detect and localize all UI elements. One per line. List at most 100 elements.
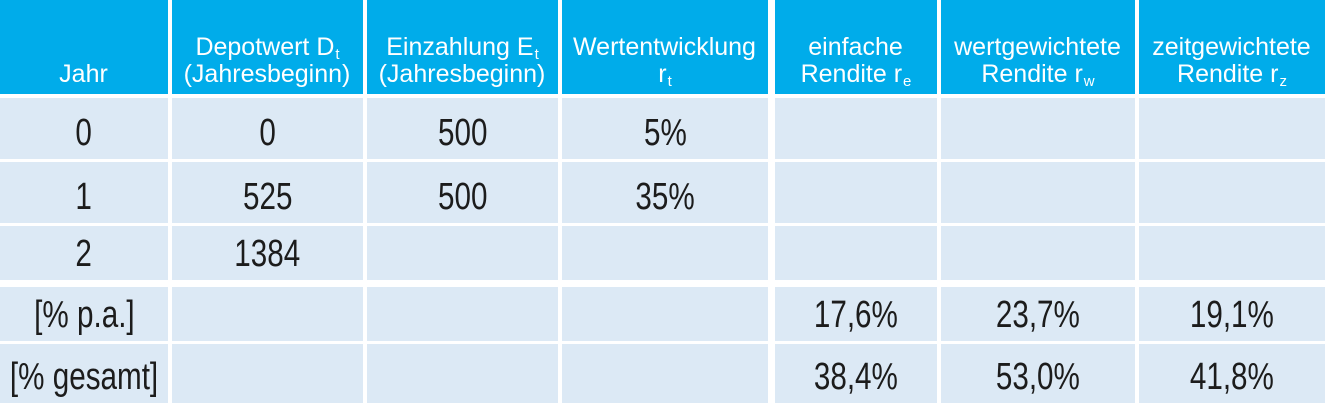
- table-row-prozent-pa: [% p.a.] 17,6% 23,7% 19,1%: [0, 287, 1325, 341]
- cell-value: 0: [75, 112, 93, 154]
- table-row-jahr-0: 0 0 500 5%: [0, 98, 1325, 159]
- header-text: einfache: [808, 33, 903, 61]
- cell-wertentwicklung: [562, 344, 768, 403]
- header-text: Einzahlung E: [386, 33, 534, 61]
- table-header-row: Jahr Depotwert Dt (Jahresbeginn) Einzahl…: [0, 0, 1325, 94]
- header-cell-wertgewichtete-rendite: wertgewichtete Rendite rw: [941, 0, 1135, 94]
- cell-wertgewichtete-rendite: [941, 162, 1135, 223]
- header-text: Wertentwicklung: [573, 33, 756, 61]
- header-line: wertgewichtete: [954, 34, 1122, 61]
- cell-zeitgewichtete-rendite: [1139, 226, 1325, 280]
- cell-value: 525: [242, 176, 293, 218]
- header-cell-zeitgewichtete-rendite: zeitgewichtete Rendite rz: [1139, 0, 1325, 94]
- header-cell-jahr: Jahr: [0, 0, 168, 94]
- cell-value: 1384: [234, 233, 301, 275]
- cell-einfache-rendite: 17,6%: [775, 287, 937, 341]
- cell-wertgewichtete-rendite: [941, 226, 1135, 280]
- header-subscript: t: [335, 46, 340, 63]
- cell-value: 35%: [635, 176, 695, 218]
- cell-value: 0: [259, 112, 276, 154]
- cell-value: 2: [75, 233, 93, 275]
- cell-depotwert: [172, 287, 363, 341]
- header-text: (Jahresbeginn): [183, 60, 351, 88]
- cell-einzahlung: [367, 344, 558, 403]
- cell-wertentwicklung: [562, 287, 768, 341]
- cell-value: 500: [437, 176, 488, 218]
- header-subscript: w: [1083, 73, 1095, 90]
- header-text: zeitgewichtete: [1152, 33, 1311, 61]
- cell-value: [% p.a.]: [33, 294, 135, 336]
- header-cell-einfache-rendite: einfache Rendite re: [775, 0, 937, 94]
- header-text: (Jahresbeginn): [378, 60, 546, 88]
- cell-wertgewichtete-rendite: 53,0%: [941, 344, 1135, 403]
- cell-jahr: 1: [0, 162, 168, 223]
- header-cell-einzahlung: Einzahlung Et (Jahresbeginn): [367, 0, 558, 94]
- cell-wertgewichtete-rendite: [941, 98, 1135, 159]
- header-line: Wertentwicklung: [573, 34, 757, 61]
- cell-einzahlung: 500: [367, 162, 558, 223]
- header-line: Rendite rw: [981, 60, 1095, 91]
- cell-jahr: 0: [0, 98, 168, 159]
- header-line: einfache: [808, 34, 904, 61]
- cell-zeitgewichtete-rendite: 19,1%: [1139, 287, 1325, 341]
- cell-einzahlung: 500: [367, 98, 558, 159]
- cell-value: 5%: [643, 112, 687, 154]
- header-text: Rendite r: [981, 60, 1083, 88]
- cell-value: 500: [437, 112, 488, 154]
- cell-value: 53,0%: [995, 356, 1081, 398]
- header-line: Depotwert Dt: [195, 33, 340, 64]
- cell-einfache-rendite: [775, 98, 937, 159]
- header-line: (Jahresbeginn): [379, 61, 547, 88]
- header-line: zeitgewichtete: [1152, 34, 1311, 61]
- header-text: r: [658, 60, 667, 88]
- cell-value: 1: [75, 176, 93, 218]
- cell-value: 38,4%: [813, 356, 899, 398]
- header-line: [84, 34, 85, 61]
- cell-depotwert: [172, 344, 363, 403]
- header-subscript: z: [1279, 73, 1287, 90]
- cell-wertentwicklung: 35%: [562, 162, 768, 223]
- header-line: Einzahlung Et: [386, 33, 539, 64]
- header-text: Rendite r: [800, 60, 903, 88]
- cell-wertgewichtete-rendite: 23,7%: [941, 287, 1135, 341]
- header-cell-wertentwicklung: Wertentwicklung rt: [562, 0, 768, 94]
- header-line: Rendite re: [800, 60, 912, 91]
- header-line: Rendite rz: [1177, 60, 1287, 91]
- cell-value: [% gesamt]: [9, 356, 159, 398]
- cell-depotwert: 0: [172, 98, 363, 159]
- cell-wertentwicklung: [562, 226, 768, 280]
- header-text: wertgewichtete: [954, 33, 1121, 61]
- cell-zeitgewichtete-rendite: 41,8%: [1139, 344, 1325, 403]
- cell-einzahlung: [367, 287, 558, 341]
- header-line: Jahr: [59, 61, 109, 88]
- cell-einzahlung: [367, 226, 558, 280]
- header-subscript: t: [534, 46, 539, 63]
- cell-einfache-rendite: [775, 226, 937, 280]
- header-text: Jahr: [59, 60, 108, 88]
- header-line: (Jahresbeginn): [184, 61, 352, 88]
- cell-value: 41,8%: [1189, 356, 1275, 398]
- cell-einfache-rendite: [775, 162, 937, 223]
- header-cell-depotwert: Depotwert Dt (Jahresbeginn): [172, 0, 363, 94]
- cell-einfache-rendite: 38,4%: [775, 344, 937, 403]
- cell-zeitgewichtete-rendite: [1139, 162, 1325, 223]
- cell-row-label: [% p.a.]: [0, 287, 168, 341]
- header-subscript: e: [903, 73, 912, 90]
- header-subscript: t: [667, 73, 672, 90]
- header-text: Depotwert D: [195, 33, 335, 61]
- header-text: Rendite r: [1177, 60, 1279, 88]
- cell-row-label: [% gesamt]: [0, 344, 168, 403]
- cell-jahr: 2: [0, 226, 168, 280]
- cell-zeitgewichtete-rendite: [1139, 98, 1325, 159]
- table-row-jahr-1: 1 525 500 35%: [0, 162, 1325, 223]
- header-line: rt: [658, 60, 672, 91]
- cell-wertentwicklung: 5%: [562, 98, 768, 159]
- cell-value: 17,6%: [813, 294, 899, 336]
- cell-value: 23,7%: [995, 294, 1081, 336]
- table-row-prozent-gesamt: [% gesamt] 38,4% 53,0% 41,8%: [0, 344, 1325, 403]
- cell-depotwert: 525: [172, 162, 363, 223]
- cell-value: 19,1%: [1189, 294, 1275, 336]
- cell-depotwert: 1384: [172, 226, 363, 280]
- table-row-jahr-2: 2 1384: [0, 226, 1325, 280]
